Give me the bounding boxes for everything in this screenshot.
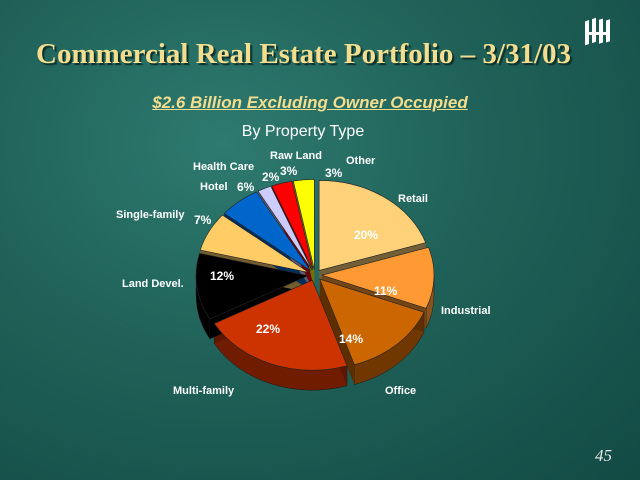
category-label-health-care: Health Care — [193, 161, 254, 173]
pie-slice-land-devel — [195, 252, 310, 320]
value-label-health-care: 2% — [262, 170, 280, 184]
category-label-retail: Retail — [398, 193, 428, 205]
category-label-office: Office — [385, 385, 416, 397]
value-label-raw-land: 3% — [280, 164, 298, 178]
pie-labels: Retail 20% Industrial 11% Office 14% Multi-fam… — [116, 150, 491, 397]
pie-slice-retail — [318, 180, 427, 271]
page-number: 45 — [595, 446, 612, 465]
pie-cut-face — [319, 279, 355, 385]
pie-slice-multi-family — [213, 279, 348, 371]
category-label-hotel: Hotel — [200, 181, 228, 193]
category-label-multi-family: Multi-family — [173, 385, 235, 397]
category-label-raw-land: Raw Land — [270, 150, 322, 162]
pie-slice-other — [292, 179, 315, 270]
value-label-retail: 20% — [354, 228, 378, 242]
category-label-land-devel: Land Devel. — [122, 278, 184, 290]
pie-slice-single-family — [199, 214, 309, 273]
bank-logo-icon — [585, 17, 610, 46]
category-label-other: Other — [346, 155, 376, 167]
value-label-office: 14% — [339, 332, 363, 346]
pie-slice-hotel — [223, 191, 311, 271]
value-label-land-devel: 12% — [210, 269, 234, 283]
slide-title: Commercial Real Estate Portfolio – 3/31/… — [36, 38, 572, 70]
value-label-other: 3% — [325, 166, 343, 180]
value-label-hotel: 6% — [237, 180, 255, 194]
value-label-industrial: 11% — [374, 284, 398, 298]
category-label-single-family: Single-family — [116, 209, 185, 221]
pie-slice-office — [319, 278, 425, 366]
slide-subtitle: $2.6 Billion Excluding Owner Occupied — [152, 93, 468, 112]
pie-slice-industrial — [320, 247, 435, 309]
value-label-single-family: 7% — [194, 213, 212, 227]
pie-slice-raw-land — [271, 180, 314, 270]
chart-title: By Property Type — [241, 123, 365, 140]
pie-slices — [195, 179, 435, 371]
category-label-industrial: Industrial — [441, 305, 491, 317]
pie-slice-health-care — [257, 185, 313, 271]
value-label-multi-family: 22% — [256, 322, 280, 336]
